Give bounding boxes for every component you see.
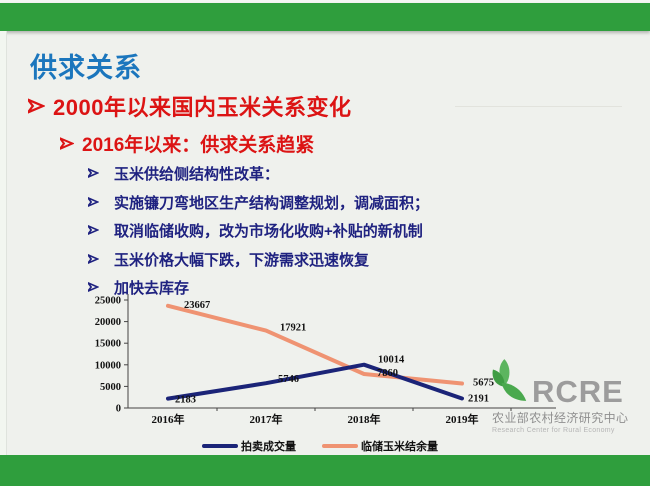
bullet-level3-label: 玉米价格大幅下跌，下游需求迅速恢复 <box>114 251 370 269</box>
x-axis-label: 2016年 <box>152 412 185 426</box>
bullet-level3-label: 实施镰刀弯地区生产结构调整规划，调减面积； <box>114 194 430 212</box>
bullet-level3: 取消临储收购，改为市场化收购+补贴的新机制 <box>88 220 423 240</box>
top-green-band <box>0 3 650 31</box>
rcre-acronym: RCRE <box>532 374 624 409</box>
data-label: 5675 <box>473 377 494 388</box>
legend-label: 拍卖成交量 <box>241 441 296 453</box>
bullet-level3: 玉米供给侧结构性改革： <box>88 163 279 183</box>
arrow-bullet-icon <box>88 168 99 178</box>
bullet-level3: 加快去库存 <box>88 277 189 297</box>
legend-item-reserve: 临储玉米结余量 <box>322 438 438 454</box>
data-label: 23667 <box>184 300 210 311</box>
data-label: 2183 <box>175 395 196 406</box>
x-axis-label: 2017年 <box>250 412 283 426</box>
rcre-name-cn: 农业部农村经济研究中心 <box>492 411 629 425</box>
legend-swatch-blue <box>202 444 238 448</box>
bullet-level3-label: 加快去库存 <box>114 279 190 297</box>
legend-item-auction: 拍卖成交量 <box>202 438 296 454</box>
chart-legend: 拍卖成交量 临储玉米结余量 <box>80 438 560 454</box>
y-axis-tick-label: 25000 <box>95 296 121 307</box>
legend-label: 临储玉米结余量 <box>361 441 438 453</box>
arrow-bullet-icon <box>88 225 99 235</box>
bullet-level3-label: 玉米供给侧结构性改革： <box>114 165 280 183</box>
y-axis-tick-label: 20000 <box>95 317 121 328</box>
series-line-0 <box>166 362 464 401</box>
bullet-level2-label: 2016年以来：供求关系趋紧 <box>82 135 315 156</box>
bullet-level3: 玉米价格大幅下跌，下游需求迅速恢复 <box>88 249 369 269</box>
data-label: 17921 <box>280 323 306 334</box>
bullet-level1: 2000年以来国内玉米关系变化 <box>28 90 351 122</box>
data-label: 5746 <box>278 374 299 385</box>
x-axis-label: 2019年 <box>446 412 479 426</box>
slide-top-margin <box>0 0 650 3</box>
bottom-green-band <box>0 455 650 486</box>
line-chart: 0 5000 10000 15000 20000 25000 2016年 2017年 2018年… <box>80 285 560 435</box>
arrow-bullet-icon <box>60 137 74 150</box>
arrow-bullet-icon <box>88 197 99 207</box>
bullet-level2: 2016年以来：供求关系趋紧 <box>60 130 314 157</box>
legend-swatch-orange <box>322 444 358 448</box>
y-axis-tick-label: 10000 <box>95 360 121 371</box>
bullet-level3: 实施镰刀弯地区生产结构调整规划，调减面积； <box>88 192 429 212</box>
rcre-leaves-icon <box>492 358 530 407</box>
bullet-level3-label: 取消临储收购，改为市场化收购+补贴的新机制 <box>114 222 423 240</box>
chart-canvas: 0 5000 10000 15000 20000 25000 2016年 2017年 2018年… <box>95 294 556 426</box>
page-title: 供求关系 <box>30 53 142 83</box>
y-axis-tick-label: 5000 <box>100 382 121 393</box>
rcre-logo: RCRE 农业部农村经济研究中心 Research Center for Rur… <box>492 358 644 434</box>
rcre-name-en: Research Center for Rural Economy <box>492 427 615 434</box>
series-line-1 <box>166 303 464 386</box>
data-label: 10014 <box>378 355 405 366</box>
bullet-level1-label: 2000年以来国内玉米关系变化 <box>53 95 352 120</box>
divider-line <box>455 106 622 107</box>
y-axis-tick-label: 0 <box>116 404 121 415</box>
data-label: 7860 <box>377 368 398 379</box>
arrow-bullet-icon <box>88 282 99 292</box>
y-axis-tick-label: 15000 <box>95 339 121 350</box>
arrow-bullet-icon <box>88 254 99 264</box>
data-label: 2191 <box>468 394 489 405</box>
slide-left-margin <box>0 31 7 455</box>
arrow-bullet-icon <box>28 98 45 114</box>
x-axis-label: 2018年 <box>348 412 381 426</box>
